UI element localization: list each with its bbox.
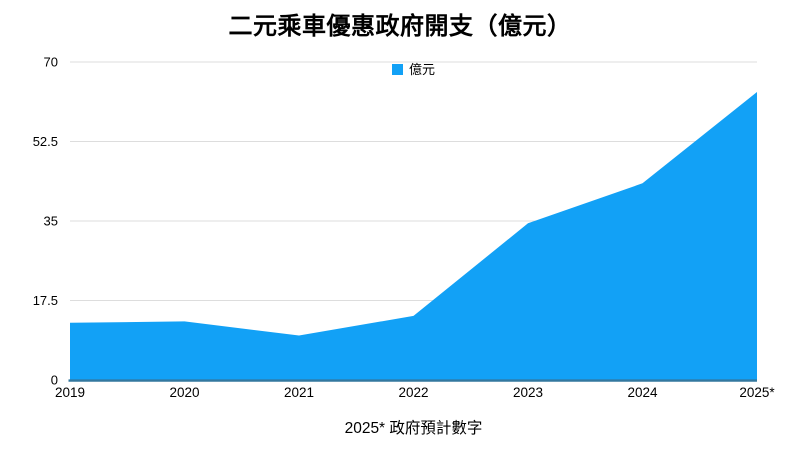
area-series — [70, 92, 757, 380]
x-tick-label: 2023 — [513, 385, 543, 400]
x-tick-label: 2021 — [284, 385, 314, 400]
chart-title: 二元乘車優惠政府開支（億元） — [228, 13, 572, 40]
y-tick-label: 70 — [44, 55, 58, 70]
legend-label: 億元 — [408, 62, 435, 77]
y-tick-label: 17.5 — [33, 293, 58, 308]
legend: 億元 — [70, 62, 757, 77]
x-tick-label: 2022 — [398, 385, 428, 400]
y-tick-label: 35 — [44, 214, 58, 229]
x-tick-label: 2020 — [169, 385, 199, 400]
chart-footnote: 2025* 政府預計數字 — [344, 420, 483, 437]
x-tick-label: 2024 — [627, 385, 658, 400]
legend-swatch-icon — [391, 64, 403, 75]
y-tick-label: 52.5 — [33, 134, 58, 149]
y-tick-label: 0 — [51, 373, 58, 388]
x-tick-label: 2019 — [55, 385, 85, 400]
x-tick-label: 2025* — [739, 385, 775, 400]
